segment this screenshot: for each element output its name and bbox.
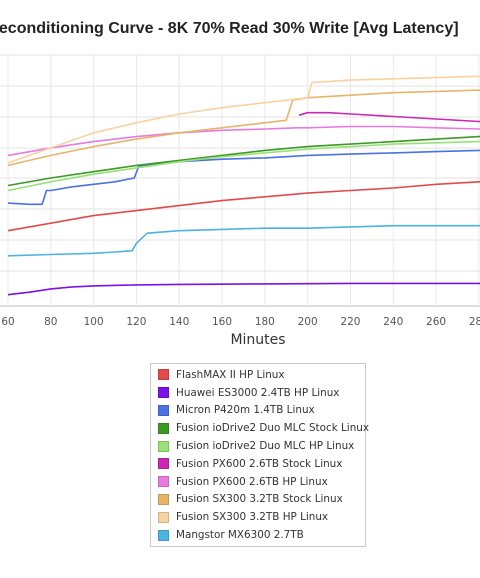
series-line-8 [7,75,480,164]
series-line-2 [7,149,480,206]
legend-swatch [158,369,169,381]
legend-label: Mangstor MX6300 2.7TB [176,529,304,542]
legend-swatch [158,387,169,399]
x-tick-label: 60 [1,316,14,328]
x-tick-label: 220 [340,316,360,328]
legend-label: Micron P420m 1.4TB Linux [176,404,315,417]
x-tick-label: 260 [426,316,446,328]
x-tick-label: 180 [255,316,275,328]
legend-swatch [158,458,169,470]
series-line-3 [7,135,480,187]
legend-label: Fusion ioDrive2 Duo MLC HP Linux [176,440,355,453]
series-lines [7,75,480,296]
legend: FlashMAX II HP Linux Huawei ES3000 2.4TB … [150,363,369,547]
legend-swatch [158,529,169,541]
legend-item[interactable]: Fusion PX600 2.6TB HP Linux [151,473,365,491]
x-tick-label: 200 [298,316,318,328]
series-line-5 [298,111,480,123]
legend-label: FlashMAX II HP Linux [176,368,285,381]
legend-item[interactable]: Huawei ES3000 2.4TB HP Linux [151,384,365,402]
x-tick-labels: 60 80 100 120 140 160 180 200 220 240 260 280 [1,316,480,328]
chart-title: Preconditioning Curve - 8K 70% Read 30% … [0,20,459,37]
legend-swatch [158,493,169,505]
legend-label: Fusion PX600 2.6TB HP Linux [176,475,328,488]
x-tick-label: 280 [469,316,480,328]
legend-item[interactable]: Fusion ioDrive2 Duo MLC Stock Linux [151,419,369,437]
x-tick-label: 160 [212,316,232,328]
x-tick-label: 140 [169,316,189,328]
x-tick-label: 100 [84,316,104,328]
legend-label: Fusion ioDrive2 Duo MLC Stock Linux [176,422,370,435]
x-tick-label: 240 [383,316,403,328]
legend-swatch [158,440,169,452]
legend-label: Fusion PX600 2.6TB Stock Linux [176,457,343,470]
series-line-9 [7,224,480,257]
legend-item[interactable]: Fusion PX600 2.6TB Stock Linux [151,455,365,473]
series-line-7 [7,89,480,167]
legend-item[interactable]: Fusion SX300 3.2TB HP Linux [151,508,365,526]
x-axis-label: Minutes [230,332,286,348]
x-tick-label: 120 [126,316,146,328]
legend-item[interactable]: Mangstor MX6300 2.7TB [151,526,365,544]
x-tick-label: 80 [44,316,57,328]
legend-label: Huawei ES3000 2.4TB HP Linux [176,386,340,399]
legend-swatch [158,476,169,488]
series-line-1 [7,282,480,296]
legend-swatch [158,404,169,416]
legend-label: Fusion SX300 3.2TB HP Linux [176,511,329,524]
series-line-6 [7,125,480,157]
legend-item[interactable]: Fusion ioDrive2 Duo MLC HP Linux [151,437,365,455]
legend-item[interactable]: FlashMAX II HP Linux [151,366,365,384]
series-line-0 [7,180,480,232]
legend-label: Fusion SX300 3.2TB Stock Linux [176,493,343,506]
legend-swatch [158,511,169,523]
legend-swatch [158,422,169,434]
legend-item[interactable]: Micron P420m 1.4TB Linux [151,402,365,420]
series-line-4 [7,140,480,192]
gridlines [0,54,480,307]
legend-item[interactable]: Fusion SX300 3.2TB Stock Linux [151,491,365,509]
